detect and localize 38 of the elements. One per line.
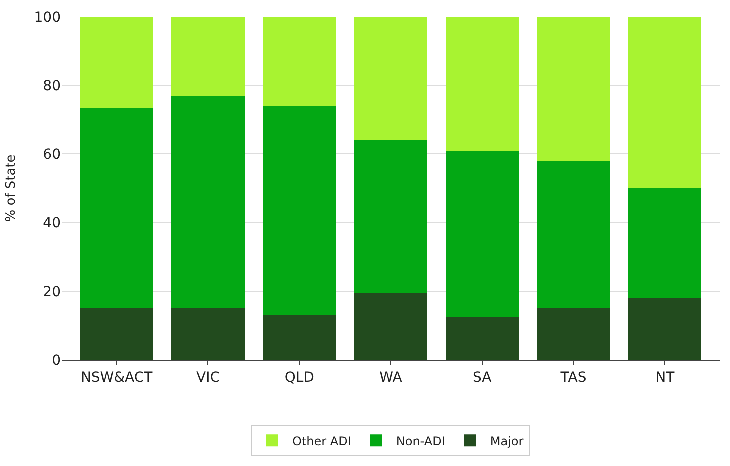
legend-label: Other ADI <box>292 434 352 448</box>
y-tick-label: 60 <box>43 147 61 164</box>
x-tick-label: WA <box>380 370 403 386</box>
bar <box>446 317 519 360</box>
bar <box>446 17 519 151</box>
bar <box>80 108 154 309</box>
bar <box>263 315 336 360</box>
x-tick-label: QLD <box>284 370 314 386</box>
x-tick-label: SA <box>473 370 492 386</box>
legend-label: Non-ADI <box>396 434 446 448</box>
bar <box>628 298 702 360</box>
y-tick-label: 80 <box>43 78 61 94</box>
x-tick-label: NSW&ACT <box>80 370 154 386</box>
bar <box>537 17 610 162</box>
bar <box>354 17 428 140</box>
bar <box>172 96 245 309</box>
bar <box>80 17 154 109</box>
x-tick-label: VIC <box>196 370 220 386</box>
bar <box>537 308 610 360</box>
bar <box>628 17 702 188</box>
bar <box>354 293 428 360</box>
bar <box>263 106 336 316</box>
legend-label: Major <box>490 434 524 448</box>
bar <box>172 308 245 360</box>
bar <box>172 17 245 96</box>
bar <box>263 17 336 106</box>
x-tick-label: TAS <box>560 370 587 386</box>
x-tick-label: NT <box>656 370 676 386</box>
bar <box>537 161 610 309</box>
y-axis-title: % of State <box>4 154 20 222</box>
bar <box>446 150 519 318</box>
y-tick-label: 40 <box>43 216 61 232</box>
bar <box>80 308 154 360</box>
bar <box>628 188 702 298</box>
y-tick-label: 0 <box>52 352 61 369</box>
bar <box>354 140 428 294</box>
y-tick-label: 20 <box>43 284 61 300</box>
y-tick-label: 100 <box>34 10 61 26</box>
